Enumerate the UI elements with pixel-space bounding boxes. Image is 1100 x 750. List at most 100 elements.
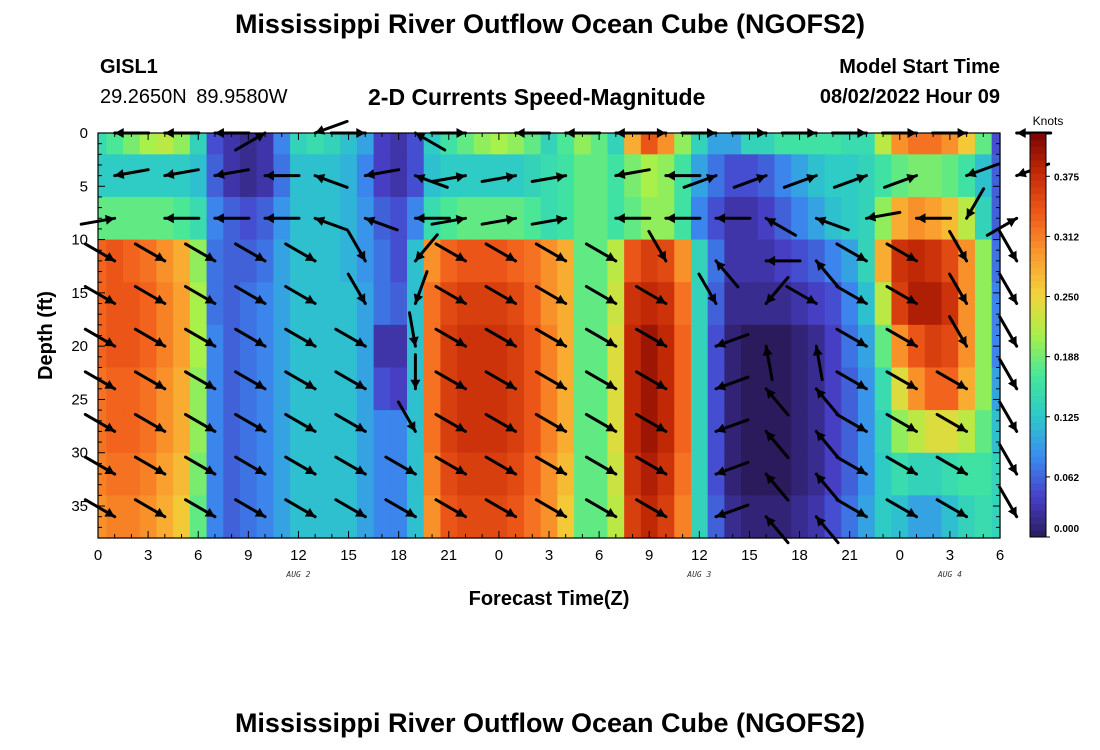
heatmap-cell — [223, 367, 241, 411]
heatmap-cell — [674, 495, 692, 539]
colorbar-segment — [1030, 415, 1046, 424]
current-vector — [408, 311, 419, 348]
vector-head — [766, 218, 777, 228]
heatmap-cell — [690, 133, 709, 155]
current-vector — [83, 498, 117, 519]
heatmap-cell — [340, 452, 358, 496]
current-vector — [410, 353, 421, 391]
current-vector — [184, 498, 217, 519]
current-vector — [635, 412, 668, 433]
current-vector — [484, 285, 518, 305]
heatmap-cell — [173, 367, 191, 411]
vector-head — [555, 465, 566, 475]
heatmap-cell — [473, 324, 492, 369]
heatmap-cell — [139, 196, 158, 241]
heatmap-cell — [941, 324, 959, 369]
vector-head — [705, 174, 716, 184]
heatmap-cell — [674, 452, 692, 496]
heatmap-cell — [440, 239, 458, 283]
current-vector — [664, 170, 702, 181]
heatmap-cell — [373, 367, 391, 411]
colorbar-segment — [1030, 294, 1046, 302]
current-vector — [864, 210, 902, 222]
current-vector — [213, 168, 250, 179]
heatmap-cell — [473, 239, 492, 283]
heatmap-cell — [423, 495, 442, 539]
heatmap-cell — [874, 239, 893, 283]
current-vector — [714, 333, 750, 348]
current-vector — [935, 370, 969, 391]
heatmap-cell — [590, 196, 609, 241]
vector-head — [716, 338, 727, 348]
current-vector — [985, 216, 1019, 237]
vector-head — [415, 213, 425, 224]
heatmap-cell — [774, 410, 792, 454]
colorbar-segment — [1030, 186, 1046, 195]
heatmap-cell — [139, 452, 158, 496]
heatmap-cell — [273, 324, 291, 369]
vector-head — [455, 422, 466, 432]
current-vector — [83, 327, 117, 348]
current-vector — [883, 174, 918, 189]
heatmap-cell — [490, 282, 508, 326]
current-vector — [814, 387, 840, 417]
heatmap-cell — [640, 410, 659, 454]
heatmap-cell — [390, 196, 408, 241]
current-vector — [835, 242, 868, 263]
y-tick-label: 30 — [71, 445, 88, 462]
heatmap-cell — [824, 133, 842, 155]
vector-head — [204, 252, 215, 261]
current-vector — [234, 370, 267, 391]
heatmap-cell — [523, 239, 542, 283]
vector-head — [104, 294, 115, 304]
heatmap-cell — [624, 282, 642, 326]
x-tick-label: 9 — [244, 547, 252, 564]
heatmap-cell — [624, 410, 642, 454]
colorbar-tick-label: 0.250 — [1054, 293, 1079, 304]
vector-head — [856, 337, 867, 347]
vector-head — [413, 293, 424, 304]
current-vector — [948, 315, 969, 348]
heatmap-cell — [473, 452, 492, 496]
heatmap-cell — [98, 495, 107, 539]
y-tick-label: 20 — [71, 338, 88, 355]
vector-head — [355, 422, 366, 432]
vector-head — [104, 507, 115, 517]
x-tick-label: 18 — [390, 547, 407, 564]
current-vector — [346, 272, 367, 305]
heatmap-cell — [290, 324, 308, 369]
vector-head — [957, 293, 967, 304]
heatmap-cell — [373, 410, 391, 454]
heatmap-cell — [590, 324, 609, 369]
current-vector — [234, 285, 267, 305]
vector-head — [556, 214, 566, 225]
colorbar-segment — [1030, 442, 1046, 450]
current-vector — [885, 285, 918, 305]
vector-head — [605, 337, 616, 347]
current-vector — [113, 168, 150, 179]
heatmap-cell — [323, 324, 341, 369]
vector-head — [204, 337, 215, 347]
current-vector — [313, 216, 349, 232]
current-vector — [530, 214, 568, 226]
heatmap-cell — [490, 239, 508, 283]
heatmap-cell — [557, 133, 575, 155]
current-vector — [133, 498, 167, 519]
heatmap-cell — [490, 154, 508, 198]
vector-head — [455, 252, 466, 261]
vector-head — [856, 465, 867, 475]
x-tick-label: 6 — [194, 547, 202, 564]
colorbar-segment — [1030, 207, 1046, 215]
heatmap-cell — [624, 133, 642, 155]
current-vector — [697, 272, 718, 305]
current-vector — [313, 119, 349, 135]
current-vector — [584, 455, 618, 476]
vector-head — [816, 431, 826, 442]
heatmap-cell — [507, 133, 525, 155]
vector-head — [265, 170, 274, 181]
heatmap-cell — [98, 367, 107, 411]
current-vector — [133, 285, 167, 305]
heatmap-cell — [574, 239, 592, 283]
colorbar-segment — [1030, 409, 1046, 417]
current-vector — [764, 216, 798, 237]
